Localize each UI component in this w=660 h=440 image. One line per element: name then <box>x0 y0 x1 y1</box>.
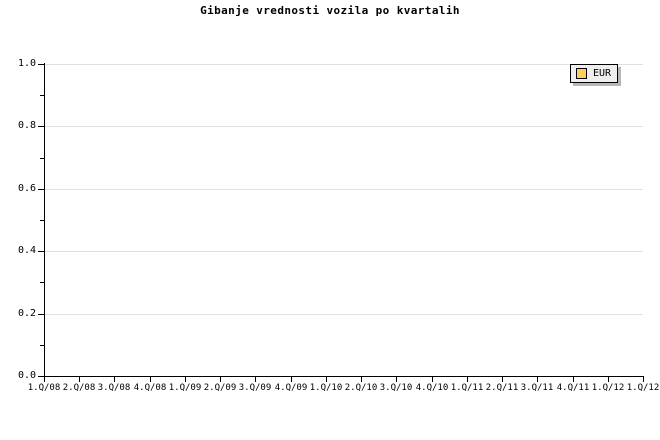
chart-legend: EUR <box>570 64 619 83</box>
x-tick <box>537 377 538 382</box>
x-axis-tick-label: 3.Q/11 <box>520 383 554 393</box>
chart-title: Gibanje vrednosti vozila po kvartalih <box>200 4 460 17</box>
y-axis-tick-label: 0.0 <box>17 370 36 381</box>
y-tick-minor <box>40 158 44 159</box>
x-axis-tick-label: 1.Q/12 <box>591 383 625 393</box>
x-tick <box>608 377 609 382</box>
y-tick-major <box>38 189 44 190</box>
y-tick-minor <box>40 345 44 346</box>
gridline <box>44 314 643 315</box>
x-tick <box>361 377 362 382</box>
y-tick-major <box>38 64 44 65</box>
gridline <box>44 251 643 252</box>
x-tick <box>643 377 644 382</box>
y-axis-tick-label: 0.8 <box>17 120 36 131</box>
x-tick <box>467 377 468 382</box>
x-axis-tick-label: 4.Q/10 <box>415 383 449 393</box>
y-tick-major <box>38 251 44 252</box>
x-axis-tick-label: 1.Q/08 <box>27 383 61 393</box>
x-tick <box>396 377 397 382</box>
y-tick-major <box>38 314 44 315</box>
plot-area <box>44 64 643 377</box>
y-tick-minor <box>40 220 44 221</box>
x-axis-tick-label: 1.Q/10 <box>309 383 343 393</box>
x-axis-tick-label: 1.Q/11 <box>450 383 484 393</box>
x-tick <box>255 377 256 382</box>
x-axis-tick-label: 2.Q/08 <box>62 383 96 393</box>
x-axis-tick-label: 2.Q/11 <box>485 383 519 393</box>
gridline <box>44 126 643 127</box>
x-tick <box>185 377 186 382</box>
x-axis-tick-label: 3.Q/09 <box>238 383 272 393</box>
x-tick <box>220 377 221 382</box>
y-tick-major <box>38 376 44 377</box>
x-tick <box>44 377 45 382</box>
legend-swatch-icon <box>576 68 587 79</box>
y-axis-tick-label: 0.2 <box>17 308 36 319</box>
gridline <box>44 64 643 65</box>
x-tick <box>502 377 503 382</box>
x-tick <box>79 377 80 382</box>
y-axis-tick-label: 1.0 <box>17 58 36 69</box>
x-axis-tick-label: 4.Q/09 <box>274 383 308 393</box>
x-axis-tick-label: 2.Q/10 <box>344 383 378 393</box>
y-tick-minor <box>40 282 44 283</box>
x-axis-tick-label: 3.Q/08 <box>97 383 131 393</box>
x-axis-tick-label: 1.Q/09 <box>168 383 202 393</box>
x-axis-tick-label: 3.Q/10 <box>379 383 413 393</box>
x-tick <box>291 377 292 382</box>
gridline <box>44 189 643 190</box>
x-axis-line <box>44 376 644 377</box>
x-tick <box>573 377 574 382</box>
x-axis-tick-label: 4.Q/08 <box>133 383 167 393</box>
y-axis-labels: 0.0 0.2 0.4 0.6 0.8 1.0 <box>0 0 36 440</box>
legend-label-eur: EUR <box>593 68 612 79</box>
y-tick-major <box>38 126 44 127</box>
y-axis-tick-label: 0.4 <box>17 245 36 256</box>
x-axis-tick-label: 1.Q/12 <box>626 383 660 393</box>
x-axis-tick-label: 2.Q/09 <box>203 383 237 393</box>
x-tick <box>150 377 151 382</box>
x-tick <box>432 377 433 382</box>
y-tick-minor <box>40 95 44 96</box>
x-tick <box>326 377 327 382</box>
x-axis-tick-label: 4.Q/11 <box>556 383 590 393</box>
y-axis-line <box>44 63 45 377</box>
y-axis-tick-label: 0.6 <box>17 183 36 194</box>
x-tick <box>114 377 115 382</box>
